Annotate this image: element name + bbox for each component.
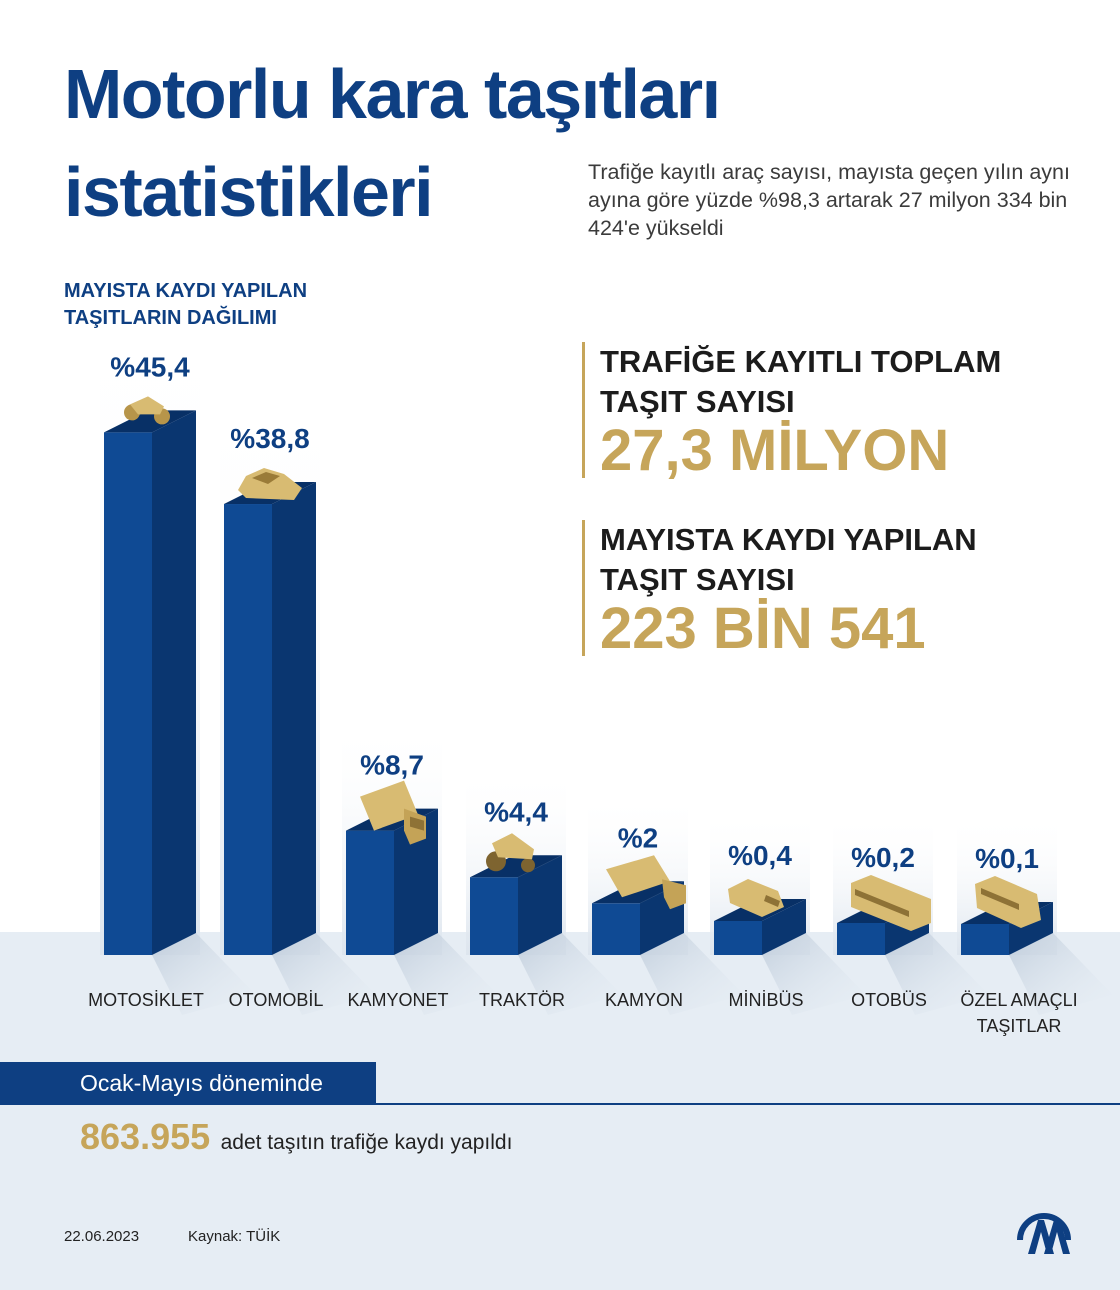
value-label-7: %0,2 [851, 842, 915, 873]
bar-group-8: %0,1 ÖZEL AMAÇLI TAŞITLAR [957, 814, 1113, 1036]
value-label-6: %0,4 [728, 840, 792, 871]
bar-chart: %45,4 MOTOSİKLET %38,8 OTOMOBİL %8,7 KAMYONET… [88, 322, 1113, 1036]
bar-side [272, 482, 316, 955]
bar-top [592, 881, 684, 904]
page-title-line2: istatistikleri [64, 153, 434, 231]
bar-shadow [272, 933, 376, 1015]
bar-side [518, 855, 562, 955]
bar-front [592, 903, 640, 955]
bar-group-2: %38,8 OTOMOBİL [220, 394, 376, 1015]
period-value: 863.955 [80, 1116, 211, 1157]
bar-side [394, 808, 438, 955]
category-label-8: ÖZEL AMAÇLI [960, 990, 1077, 1010]
bar-group-6: %0,4 MİNİBÜS [710, 811, 866, 1015]
bar-group-5: %2 KAMYON [588, 793, 744, 1015]
date-label: 22.06.2023 [64, 1228, 140, 1245]
stat-total-label: TRAFİĞE KAYITLI TOPLAM TAŞIT SAYISI [600, 344, 1002, 419]
tractor-icon [486, 833, 535, 873]
bar-shadow [885, 933, 989, 1015]
value-label-2: %38,8 [230, 423, 309, 454]
bar-group-4: %4,4 TRAKTÖR [466, 767, 622, 1015]
page-title-line1: Motorlu kara taşıtları [64, 55, 721, 133]
bus-icon [851, 875, 931, 931]
stat-may-block: MAYISTA KAYDI YAPILAN TAŞIT SAYISI 223 B… [582, 520, 1040, 661]
bar-side [762, 899, 806, 955]
category-label-3: KAMYONET [347, 990, 448, 1010]
category-label-1: MOTOSİKLET [88, 990, 204, 1010]
minibus-icon [728, 879, 784, 917]
bar-shadow [762, 933, 866, 1015]
truck-icon [606, 855, 686, 910]
bar-top [104, 410, 196, 433]
bar-front [104, 432, 152, 955]
bar-shadow [640, 933, 744, 1015]
value-label-8: %0,1 [975, 843, 1039, 874]
bar-front [837, 923, 885, 955]
value-label-3: %8,7 [360, 750, 424, 781]
category-label-4: TRAKTÖR [479, 990, 565, 1010]
period-divider [0, 1103, 1120, 1105]
category-label-5: KAMYON [605, 990, 683, 1010]
bar-front [224, 504, 272, 955]
period-summary: 863.955 adet taşıtın trafiğe kaydı yapıl… [80, 1116, 512, 1158]
bar-side [1009, 902, 1053, 955]
motorcycle-icon [124, 396, 170, 425]
bar-side [152, 410, 196, 955]
special-vehicle-icon [975, 876, 1041, 928]
category-label-6: MİNİBÜS [728, 990, 803, 1010]
period-banner: Ocak-Mayıs döneminde [0, 1062, 376, 1104]
bar-group-1: %45,4 MOTOSİKLET [88, 322, 256, 1015]
bar-group-7: %0,2 OTOBÜS [833, 813, 989, 1015]
aa-logo-icon [1017, 1213, 1071, 1254]
category-label-7: OTOBÜS [851, 990, 927, 1010]
value-label-4: %4,4 [484, 796, 548, 827]
source-label: Kaynak: TÜİK [188, 1228, 281, 1245]
category-label-8: TAŞITLAR [977, 1016, 1062, 1036]
bar-shadow [1009, 933, 1113, 1015]
car-icon [238, 468, 302, 501]
bar-shadow [518, 933, 622, 1015]
van-icon [360, 780, 426, 845]
period-text: adet taşıtın trafiğe kaydı yapıldı [220, 1131, 513, 1154]
stat-total-value: 27,3 MİLYON [600, 418, 950, 483]
bar-front [714, 921, 762, 955]
category-label-2: OTOMOBİL [229, 990, 324, 1010]
bar-top [470, 855, 562, 878]
value-label-5: %2 [618, 822, 658, 853]
value-label-1: %45,4 [110, 351, 190, 382]
subtitle: Trafiğe kayıtlı araç sayısı, mayısta geç… [588, 160, 1070, 240]
bar-front [961, 924, 1009, 955]
stat-may-value: 223 BİN 541 [600, 596, 926, 661]
stat-total-block: TRAFİĞE KAYITLI TOPLAM TAŞIT SAYISI 27,3… [582, 342, 1040, 483]
bar-front [346, 830, 394, 955]
bar-shadow [152, 933, 256, 1015]
bar-shadow [394, 933, 498, 1015]
stat-may-label: MAYISTA KAYDI YAPILAN TAŞIT SAYISI [600, 522, 977, 597]
bar-front [470, 877, 518, 955]
bar-group-3: %8,7 KAMYONET [342, 720, 498, 1015]
